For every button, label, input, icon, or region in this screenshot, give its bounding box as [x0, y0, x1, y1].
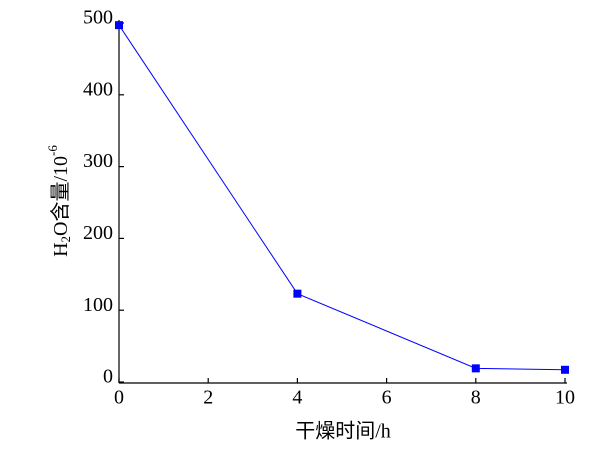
x-axis-label: 干燥时间/h	[295, 420, 391, 443]
x-tick-label: 10	[555, 387, 575, 409]
x-tick-label: 0	[114, 387, 124, 409]
x-tick-label: 4	[292, 387, 302, 409]
y-label-part: O含量/10	[49, 156, 72, 236]
x-tick-label: 2	[203, 387, 213, 409]
y-label-sup: -6	[45, 145, 60, 156]
y-label-part: H	[50, 242, 72, 256]
x-tick-label: 6	[382, 387, 392, 409]
y-tick-label: 100	[83, 294, 113, 316]
x-tick-label: 8	[471, 387, 481, 409]
data-point	[471, 364, 480, 373]
y-tick-label: 500	[83, 7, 113, 29]
y-tick-label: 400	[83, 78, 113, 100]
y-tick-label: 0	[103, 366, 113, 388]
data-point	[561, 365, 569, 374]
data-line	[118, 24, 566, 371]
data-point	[293, 289, 302, 298]
y-axis-label: H2O含量/10-6	[45, 145, 73, 257]
data-point	[115, 21, 123, 30]
y-tick-label: 300	[83, 150, 113, 172]
y-tick-label: 200	[83, 222, 113, 244]
y-label-sub: 2	[58, 236, 73, 243]
